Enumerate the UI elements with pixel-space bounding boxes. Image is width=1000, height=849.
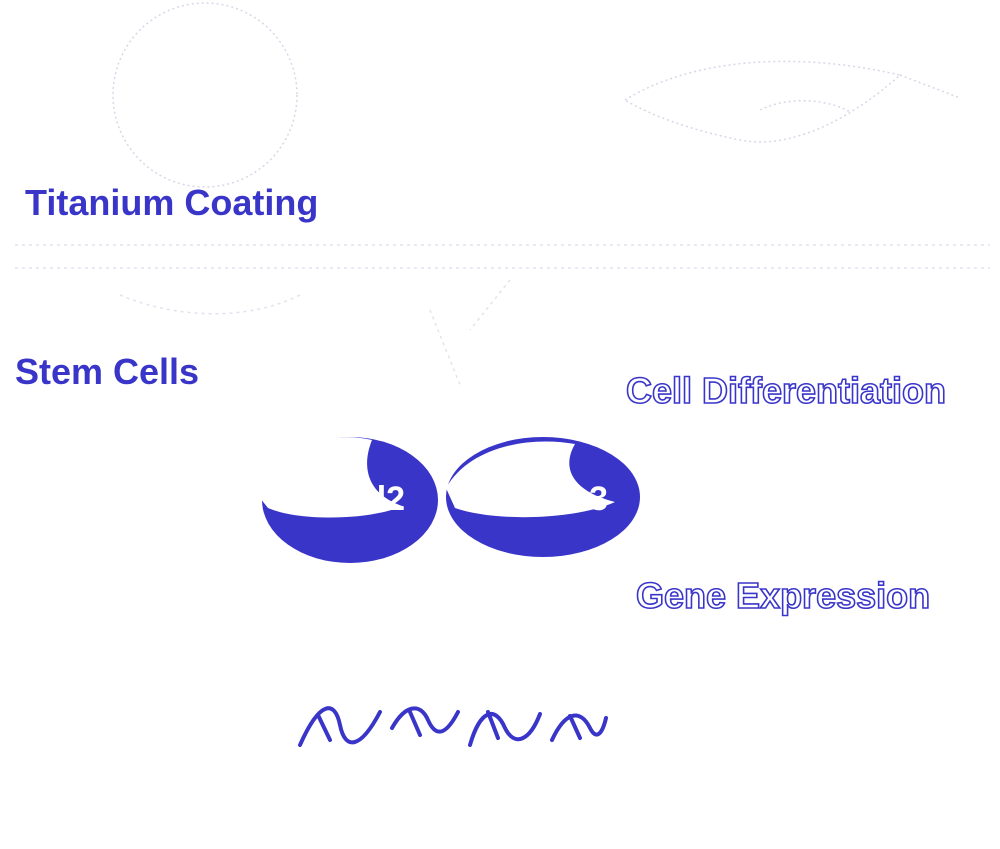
smad3-blob: Smad 3 (446, 437, 640, 557)
stem-cells-label: Stem Cells (15, 351, 200, 392)
smad2-label: Smad2 (294, 480, 406, 518)
gene-expression-label: Gene Expression (635, 575, 931, 616)
membrane-band (15, 244, 990, 386)
dna-strand-icon (298, 706, 608, 747)
cell-differentiation-label: Cell Differentiation (625, 370, 947, 411)
cell-outline-icon (623, 60, 961, 143)
titanium-coating-label: Titanium Coating (25, 182, 319, 223)
smad3-label: Smad 3 (487, 480, 608, 518)
smad2-blob: Smad2 (252, 437, 438, 563)
circle-outline-icon (112, 2, 298, 188)
